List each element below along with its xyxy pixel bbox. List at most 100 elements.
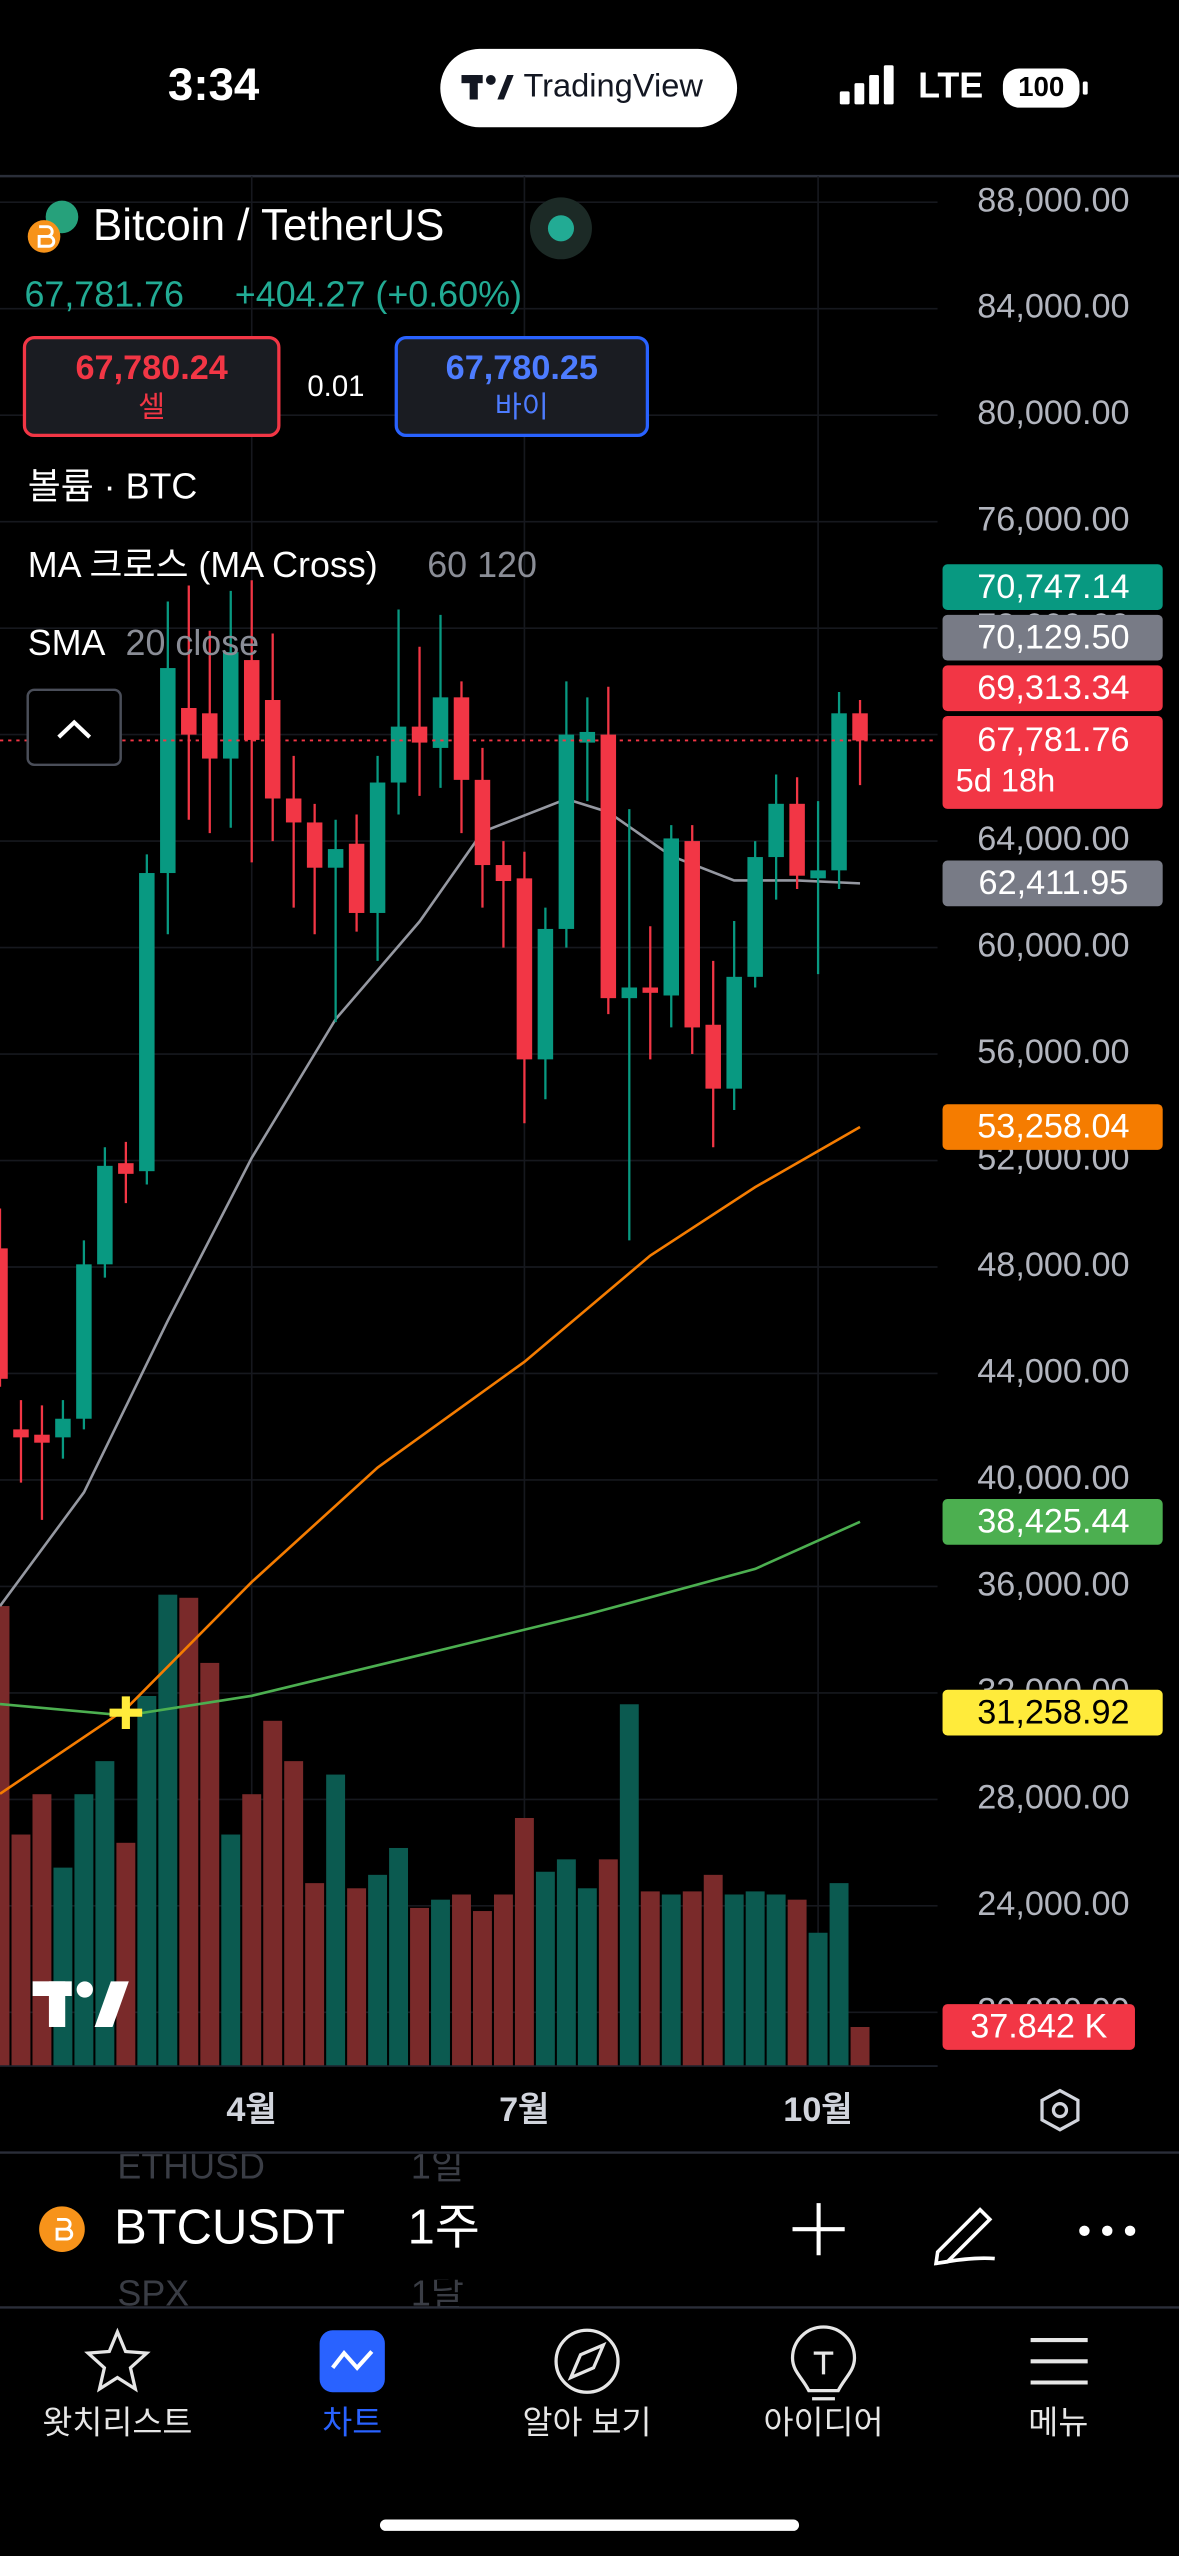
candle-body [852, 713, 868, 741]
tv-logo [461, 75, 514, 100]
price-badge-label: 38,425.44 [977, 1503, 1129, 1541]
tab-label[interactable]: 왓치리스트 [42, 2403, 192, 2440]
battery [1002, 68, 1080, 108]
volume-bar [179, 1597, 199, 2067]
candle-body [0, 1248, 8, 1379]
volume-indicator[interactable]: 볼륨 · BTC [28, 467, 198, 507]
candle-body [202, 713, 218, 759]
draw-button[interactable] [933, 2207, 995, 2266]
candle-body [34, 1434, 50, 1443]
volume-bar [263, 1720, 283, 2067]
tab-bar: 왓치리스트 차트 알아 보기 아이디어 메뉴 [42, 2325, 1088, 2440]
tab-label-active[interactable]: 차트 [322, 2403, 382, 2440]
behind-symbol: SPX [117, 2274, 189, 2314]
ideas-icon[interactable] [790, 2325, 857, 2401]
ma-cross-indicator[interactable]: MA 크로스 (MA Cross) [28, 545, 378, 585]
candle-body [768, 803, 784, 858]
volume-bar [326, 1774, 346, 2067]
volume-bar [850, 2026, 870, 2067]
candle-body [160, 668, 176, 874]
sell-button[interactable] [22, 335, 281, 438]
network: LTE [918, 66, 983, 106]
tv-watermark [32, 1981, 129, 2027]
current-price-label: 67,781.76 [977, 721, 1129, 759]
price-badge [942, 614, 1163, 661]
candle-body [139, 873, 155, 1172]
candle-body [831, 713, 847, 871]
candle-body [348, 843, 365, 913]
add-button[interactable] [792, 2203, 845, 2256]
volume-bar [577, 1888, 597, 2067]
spread: 0.01 [307, 370, 364, 403]
more-button[interactable] [1079, 2225, 1136, 2237]
toolbar: ETHUSD 1일 BTCUSDT 1주 SPX 1달 [39, 2146, 1136, 2314]
price-axis: 88,000.0084,000.0080,000.0076,000.0072,0… [942, 181, 1163, 2050]
y-tick-label: 28,000.00 [977, 1778, 1129, 1816]
menu-icon[interactable] [1030, 2338, 1088, 2385]
watchlist-icon[interactable] [84, 2327, 151, 2393]
price-badge-label: 70,747.14 [977, 568, 1129, 606]
tab-label[interactable]: 알아 보기 [523, 2403, 652, 2440]
y-tick-label: 44,000.00 [977, 1353, 1129, 1391]
volume-bar [221, 1834, 241, 2067]
x-tick-label: 4월 [226, 2091, 277, 2129]
price-badge-label: 53,258.04 [977, 1108, 1129, 1146]
volume-bar [724, 1894, 744, 2067]
status-bar: 3:34 TradingView LTE 100 [168, 48, 1088, 128]
candle-body [327, 849, 344, 868]
toolbar-symbol[interactable]: BTCUSDT [114, 2201, 345, 2255]
candle-body [810, 870, 826, 879]
collapse-button[interactable] [26, 688, 122, 767]
sell-label: 셀 [138, 391, 165, 424]
price-badge [942, 1499, 1163, 1545]
tab-label[interactable]: 메뉴 [1028, 2403, 1088, 2440]
y-tick-label: 76,000.00 [977, 501, 1129, 539]
buy-button[interactable] [394, 335, 650, 438]
sell-price: 67,780.24 [75, 349, 227, 387]
behind-symbol: ETHUSD [117, 2146, 264, 2186]
volume-bar [619, 1704, 639, 2067]
volume-bar [808, 1932, 828, 2067]
volume-bar [11, 1834, 31, 2067]
app-pill[interactable] [440, 48, 738, 128]
home-indicator [379, 2519, 800, 2531]
candle-body [264, 700, 281, 799]
volume-bar [473, 1911, 492, 2067]
plot-area [0, 176, 938, 2067]
candle-body [558, 734, 575, 929]
buy-price: 67,780.25 [446, 349, 598, 387]
candle-body [579, 731, 596, 743]
toolbar-interval[interactable]: 1주 [408, 2201, 480, 2255]
buy-label: 바이 [495, 391, 549, 424]
volume-bar [0, 1606, 10, 2067]
candle-body [453, 697, 470, 780]
candle-body [118, 1163, 134, 1174]
candle-body [13, 1429, 29, 1438]
volume-bar [661, 1894, 681, 2067]
sma-indicator[interactable]: SMA [28, 623, 106, 663]
candle-body [97, 1165, 113, 1265]
volume-bar [682, 1891, 702, 2067]
settings-icon[interactable] [1040, 2088, 1080, 2132]
y-tick-label: 40,000.00 [977, 1459, 1129, 1497]
y-tick-label: 36,000.00 [977, 1565, 1129, 1603]
app-name: TradingView [523, 67, 703, 104]
candle-body [181, 707, 197, 735]
battery-tip [1082, 81, 1088, 95]
volume-bar [787, 1899, 807, 2067]
tab-label[interactable]: 아이디어 [763, 2403, 883, 2440]
volume-bar [829, 1883, 849, 2067]
sma-params: 20 close [126, 623, 260, 663]
volume-bar [32, 1794, 52, 2067]
candle-body [495, 865, 512, 882]
volume-bar [116, 1842, 136, 2067]
candle-body [684, 841, 700, 1028]
volume-bar [53, 1867, 73, 2067]
price-badge-label: 69,313.34 [977, 669, 1129, 707]
volume-bar [368, 1874, 388, 2067]
volume-bar [745, 1891, 765, 2067]
bitcoin-glyph [37, 225, 56, 248]
explore-icon[interactable] [554, 2328, 620, 2394]
volume-bar [347, 1888, 367, 2067]
